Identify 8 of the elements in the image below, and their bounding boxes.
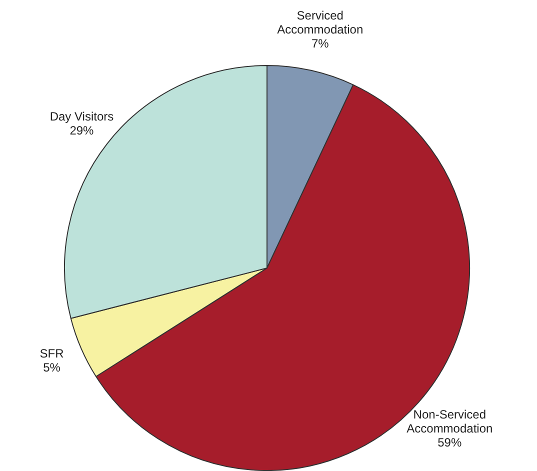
slice-label: Non-Serviced Accommodation (406, 407, 493, 436)
slice-label: Serviced Accommodation (277, 8, 364, 37)
data-label: 29% (70, 124, 94, 138)
data-label: 7% (311, 36, 330, 51)
slice-label: SFR (40, 346, 64, 360)
data-label: 5% (43, 360, 61, 374)
data-label: 59% (438, 435, 462, 450)
slice-label: Day Visitors (50, 110, 114, 124)
